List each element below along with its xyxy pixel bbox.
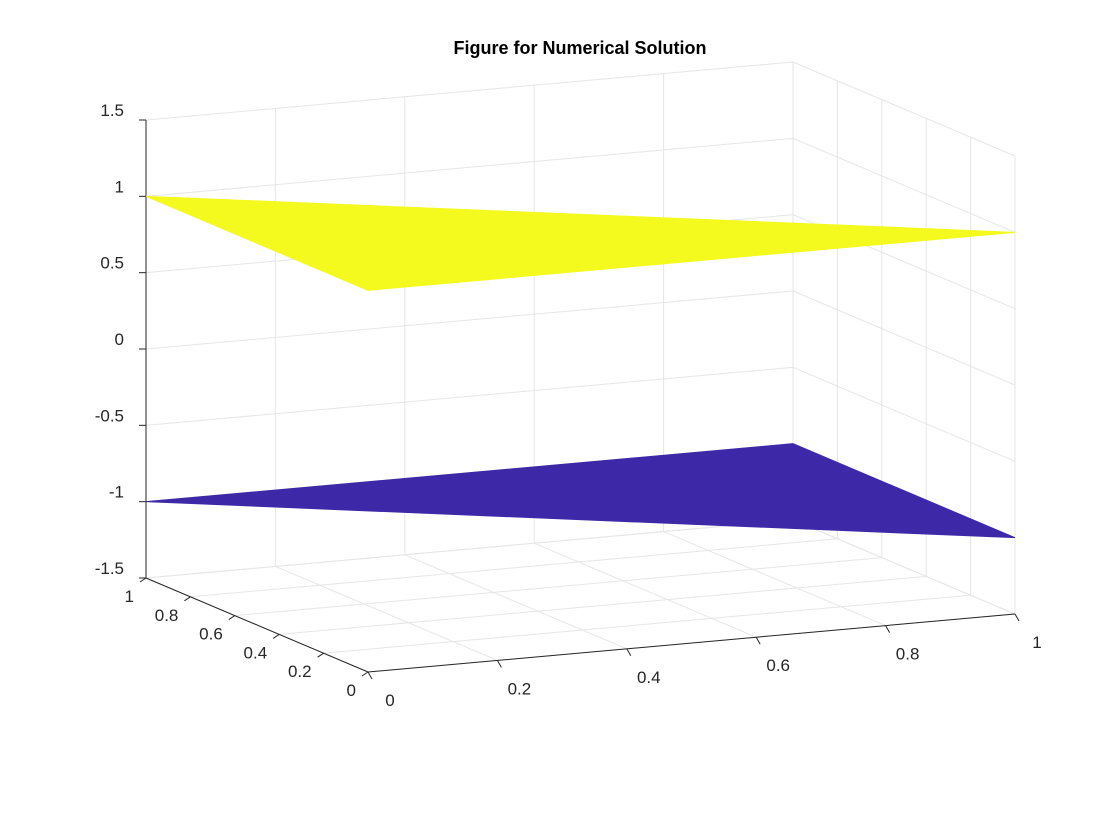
grid-line [145,137,794,197]
grid-line [663,531,886,627]
z-tick-label: 0 [115,330,124,349]
y-tick-mark [361,671,369,677]
z-tick-label: 1.5 [100,101,124,120]
y-tick-mark [184,596,191,602]
x-tick-mark [755,636,761,645]
grid-line [190,538,838,598]
grid-line [145,61,794,121]
y-tick-label: 0.8 [155,606,179,625]
x-tick-label: 0.6 [766,656,790,675]
y-tick-mark [272,633,280,639]
grid-line [279,575,927,635]
z-tick-label: -1 [109,483,124,502]
x-tick-mark [1014,613,1020,622]
z-tick-label: 1 [115,177,124,196]
z-tick-label: 0.5 [100,254,124,273]
x-axis-line [367,613,1016,673]
grid-line [145,519,794,579]
y-tick-mark [317,652,324,658]
x-tick-mark [885,625,891,633]
x-tick-mark [496,660,502,668]
grid-line [792,366,1016,462]
chart-title: Figure for Numerical Solution [453,38,706,58]
x-tick-label: 0 [385,691,394,710]
x-tick-label: 0.4 [637,668,661,687]
y-tick-label: 0 [347,681,356,700]
grid-line [323,594,971,654]
y-tick-mark [228,615,236,621]
grid-line [534,542,757,638]
x-tick-label: 0.8 [896,645,920,664]
y-tick-mark [139,577,147,583]
grid-line [275,565,498,661]
grid-line [145,290,794,350]
x-tick-mark [626,648,632,657]
surface-1 [145,443,1016,539]
z-tick-label: -1.5 [95,559,124,578]
grid-line [792,519,1016,615]
y-tick-label: 0.4 [244,643,268,662]
surfaces [145,195,1016,539]
y-axis-line [145,577,369,673]
grid-lines [145,61,1016,673]
tick-labels: 00.20.40.60.8100.20.40.60.81-1.5-1-0.500… [95,101,1042,710]
grid-line [145,366,794,426]
x-tick-label: 1 [1032,633,1041,652]
y-tick-label: 0.6 [199,625,223,644]
grid-line [234,557,882,617]
x-tick-label: 0.2 [508,679,532,698]
grid-line [404,554,627,650]
y-tick-label: 1 [125,587,134,606]
x-tick-mark [367,671,373,680]
grid-line [792,137,1016,233]
y-tick-label: 0.2 [288,662,312,681]
surface-0 [145,195,1016,291]
grid-line [792,290,1016,386]
z-tick-label: -0.5 [95,406,124,425]
grid-line [792,61,1016,157]
